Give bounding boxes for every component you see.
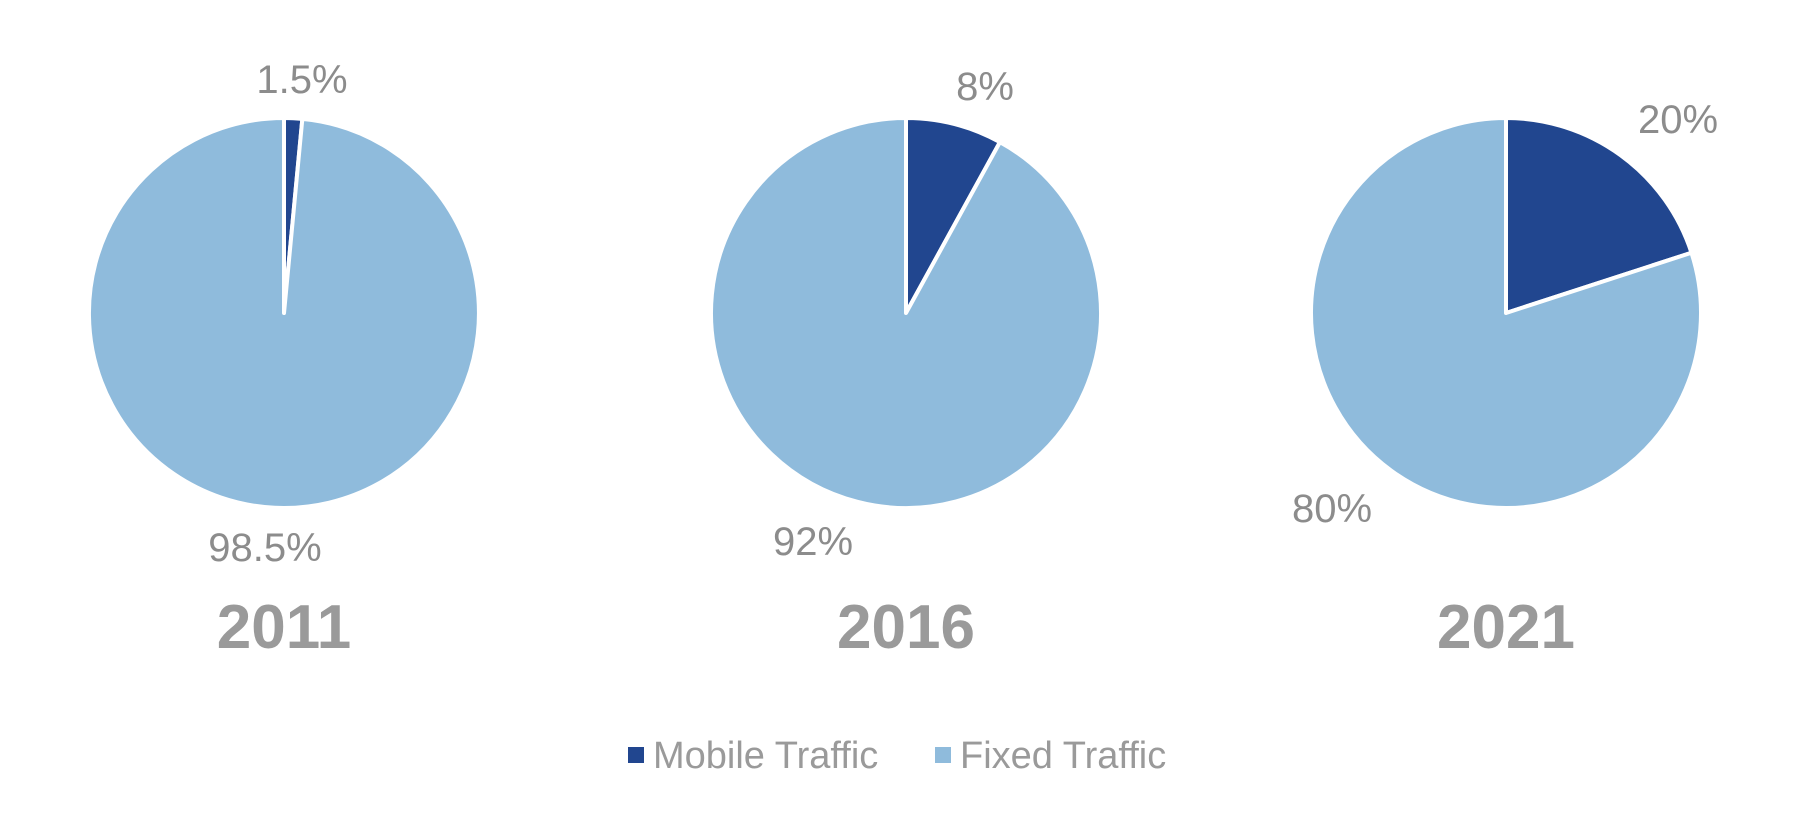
slice-data-label: 20% xyxy=(1638,98,1718,142)
slice-data-label: 1.5% xyxy=(256,58,347,102)
pie-slice-fixed-traffic xyxy=(709,116,1103,510)
legend-label: Mobile Traffic xyxy=(653,735,878,777)
pie-slice-fixed-traffic xyxy=(87,116,481,510)
pie-title: 2021 xyxy=(1437,593,1575,662)
legend-item-fixed-traffic: Fixed Traffic xyxy=(935,735,1166,777)
legend: Mobile Traffic Fixed Traffic xyxy=(628,735,1166,777)
pie-slice-fixed-traffic xyxy=(1309,116,1703,510)
pie-title: 2011 xyxy=(217,593,352,662)
slice-data-label: 92% xyxy=(773,520,853,564)
legend-swatch xyxy=(628,747,644,763)
slice-data-label: 98.5% xyxy=(208,526,321,570)
pie-title: 2016 xyxy=(837,593,975,662)
pie-slice-mobile-traffic xyxy=(1504,116,1694,315)
legend-item-mobile-traffic: Mobile Traffic xyxy=(628,735,878,777)
slice-data-label: 8% xyxy=(956,65,1014,109)
legend-label: Fixed Traffic xyxy=(960,735,1166,777)
pies-layer: 1.5% 98.5% 2011 8% 92% 2016 20% 80% 2021 xyxy=(87,58,1718,662)
pie-chart-2011: 1.5% 98.5% 2011 xyxy=(87,58,481,662)
pie-chart-2016: 8% 92% 2016 xyxy=(709,65,1103,662)
legend-swatch xyxy=(935,747,951,763)
slice-data-label: 80% xyxy=(1292,487,1372,531)
pie-chart-2021: 20% 80% 2021 xyxy=(1292,98,1718,662)
